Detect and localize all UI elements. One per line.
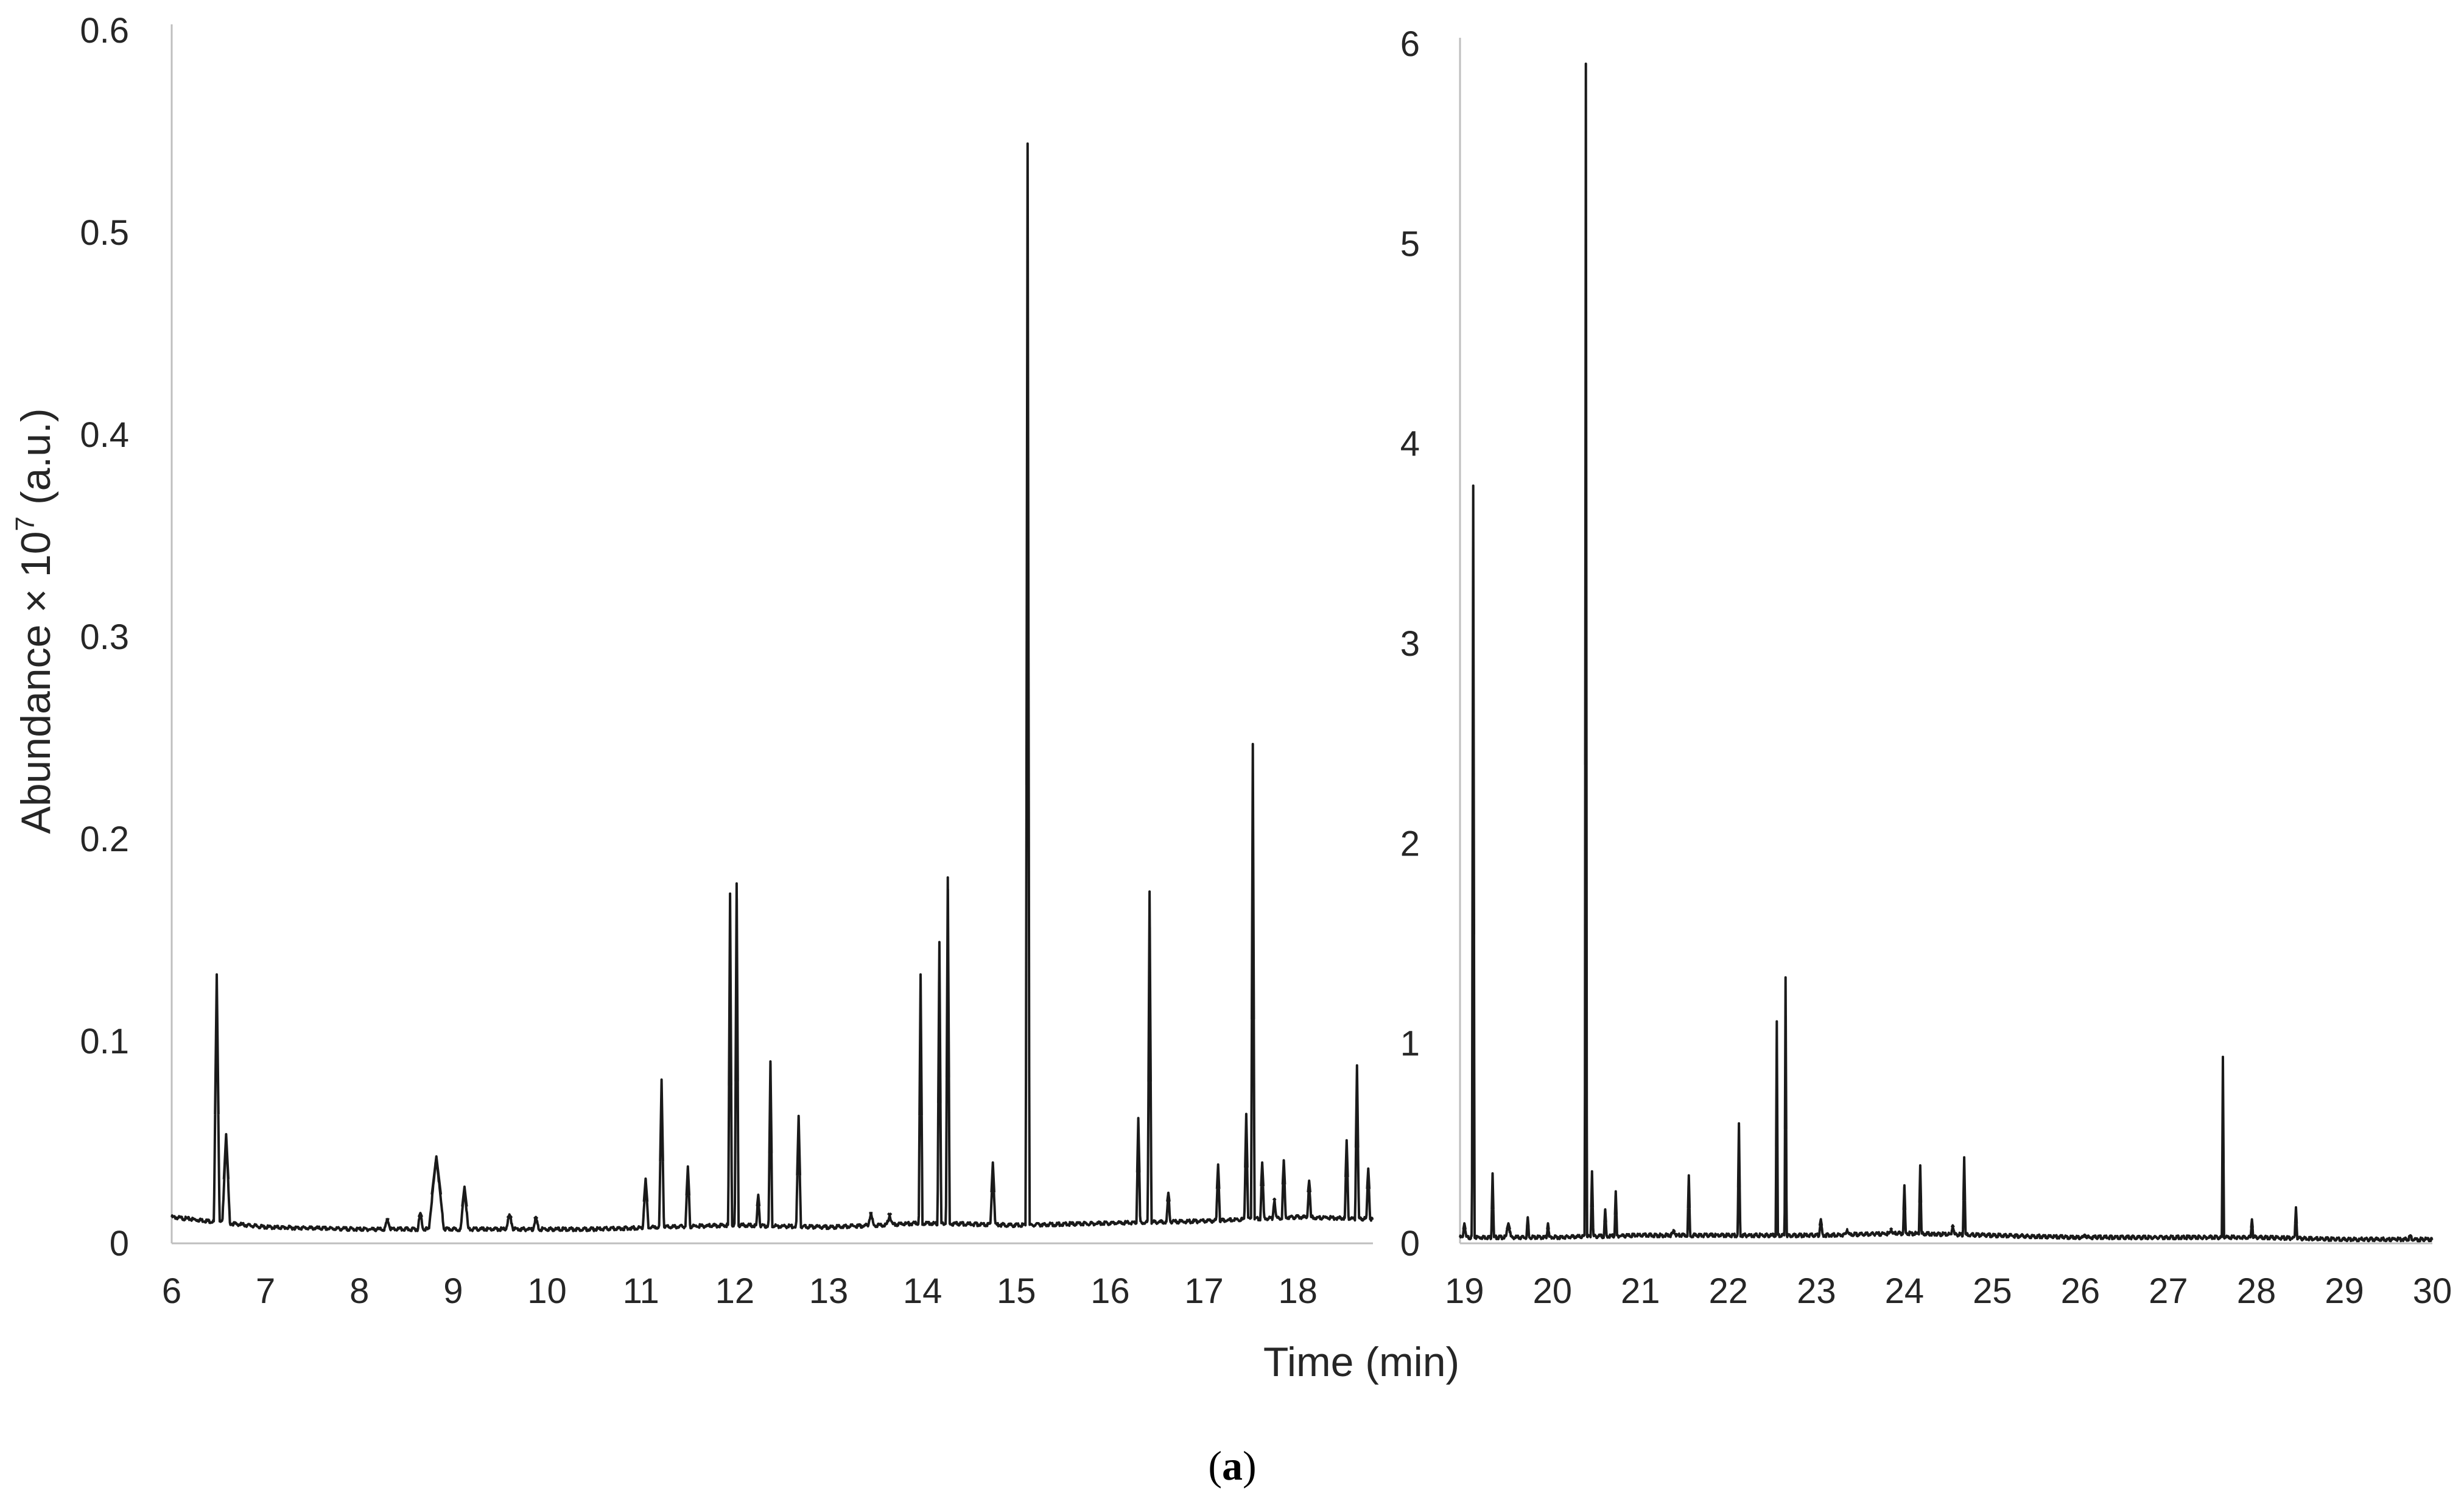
right-y-tick-label: 4 xyxy=(1400,424,1420,464)
right-y-tick-label: 3 xyxy=(1400,624,1420,664)
right-x-tick-label: 28 xyxy=(2237,1271,2276,1311)
left-x-tick-label: 8 xyxy=(349,1271,369,1311)
left-y-tick-label: 0.1 xyxy=(80,1022,129,1061)
right-y-tick-label: 5 xyxy=(1400,224,1420,264)
y-axis-title-unit: (a.u.) xyxy=(13,408,59,516)
left-x-tick-label: 18 xyxy=(1278,1271,1318,1311)
right-x-tick-label: 27 xyxy=(2149,1271,2188,1311)
right-x-tick-label: 30 xyxy=(2413,1271,2452,1311)
left-y-tick-label: 0.3 xyxy=(80,617,129,657)
right-x-tick-label: 19 xyxy=(1445,1271,1484,1311)
chart-left-panel: 0 0.1 0.2 0.3 0.4 0.5 0.6 6 7 8 9 10 11 12 13 14 15 16 17… xyxy=(80,11,1374,1311)
x-axis-title: Time (min) xyxy=(1263,1339,1459,1385)
left-x-tick-label: 10 xyxy=(527,1271,567,1311)
left-y-tick-label: 0.6 xyxy=(80,11,129,51)
right-x-tick-label: 20 xyxy=(1532,1271,1572,1311)
figure-caption: (a) xyxy=(1208,1442,1256,1489)
right-y-tick-label: 2 xyxy=(1400,824,1420,863)
left-x-tick-labels: 6 7 8 9 10 11 12 13 14 15 16 17 18 xyxy=(162,1271,1318,1311)
right-x-tick-label: 22 xyxy=(1709,1271,1749,1311)
left-axes xyxy=(170,24,1373,1245)
right-y-tick-label: 6 xyxy=(1400,24,1420,64)
right-y-tick-label: 0 xyxy=(1400,1224,1420,1263)
right-x-tick-labels: 19 20 21 22 23 24 25 26 27 28 29 30 xyxy=(1445,1271,2452,1311)
left-y-tick-label: 0.5 xyxy=(80,213,129,253)
caption-open-paren: ( xyxy=(1208,1442,1222,1489)
left-x-tick-label: 16 xyxy=(1090,1271,1130,1311)
right-x-tick-label: 25 xyxy=(1973,1271,2012,1311)
right-x-tick-label: 24 xyxy=(1885,1271,1925,1311)
left-x-tick-label: 13 xyxy=(809,1271,849,1311)
left-y-tick-labels: 0 0.1 0.2 0.3 0.4 0.5 0.6 xyxy=(80,11,129,1263)
chromatogram-trace-right xyxy=(1459,62,2434,1243)
left-y-tick-label: 0.4 xyxy=(80,415,129,455)
left-x-tick-label: 11 xyxy=(623,1271,659,1311)
left-x-tick-label: 9 xyxy=(443,1271,463,1311)
left-x-tick-label: 15 xyxy=(997,1271,1036,1311)
y-axis-title: Abundance × 107 (a.u.) xyxy=(10,408,59,834)
left-x-tick-label: 6 xyxy=(162,1271,181,1311)
left-y-tick-label: 0 xyxy=(110,1224,129,1263)
right-x-tick-label: 26 xyxy=(2061,1271,2101,1311)
y-axis-title-main: Abundance × 10 xyxy=(13,531,59,834)
left-x-tick-label: 12 xyxy=(715,1271,755,1311)
right-x-tick-label: 23 xyxy=(1797,1271,1836,1311)
left-x-tick-label: 17 xyxy=(1184,1271,1224,1311)
chromatogram-trace-left xyxy=(170,142,1374,1232)
left-x-tick-label: 14 xyxy=(903,1271,942,1311)
right-x-tick-label: 21 xyxy=(1621,1271,1660,1311)
caption-letter: a xyxy=(1222,1442,1243,1489)
y-axis-title-exponent: 7 xyxy=(10,516,40,531)
right-x-tick-label: 29 xyxy=(2325,1271,2364,1311)
caption-close-paren: ) xyxy=(1243,1442,1257,1489)
left-y-tick-label: 0.2 xyxy=(80,820,129,859)
right-y-tick-label: 1 xyxy=(1400,1024,1420,1064)
right-axes xyxy=(1459,38,2432,1245)
left-x-tick-label: 7 xyxy=(256,1271,275,1311)
right-y-tick-labels: 0 1 2 3 4 5 6 xyxy=(1400,24,1420,1263)
